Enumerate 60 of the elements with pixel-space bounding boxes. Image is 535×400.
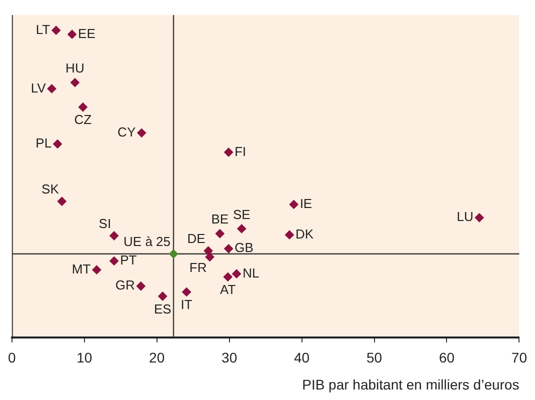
annotation: SE [232, 206, 251, 222]
point [237, 224, 246, 234]
point [68, 30, 77, 39]
x-tick-label: 50 [366, 350, 382, 366]
point [232, 269, 242, 278]
point [92, 265, 102, 274]
annotation: MT [72, 261, 91, 276]
annotation: BE [211, 212, 229, 227]
point [224, 148, 234, 157]
x-axis-title: PIB par habitant en milliers d’euros [302, 376, 520, 392]
annotation: LT [36, 22, 50, 37]
point [169, 249, 178, 258]
point [57, 196, 66, 206]
x-tick-label: 60 [438, 350, 455, 366]
point [474, 213, 484, 222]
point [215, 229, 224, 238]
point [110, 256, 119, 266]
annotation: LV [30, 80, 46, 96]
x-tick-label: 70 [511, 350, 528, 366]
annotation: IE [300, 196, 312, 212]
point [47, 84, 56, 94]
annotation: CZ [74, 112, 92, 128]
annotation: UE à 25 [124, 234, 171, 249]
annotation: FI [234, 144, 246, 159]
annotation: IT [180, 297, 192, 312]
annotation: HU [66, 60, 84, 76]
annotation: NL [242, 265, 260, 280]
annotation: LU [456, 209, 474, 224]
point [110, 231, 119, 240]
x-tick-label: 20 [149, 350, 165, 366]
point [70, 78, 80, 88]
annotation: SI [98, 216, 112, 231]
point [158, 292, 168, 301]
annotation: GR [115, 278, 135, 293]
x-tick-label: 40 [294, 350, 310, 366]
point [137, 128, 146, 138]
annotation: DE [187, 230, 206, 246]
x-tick-label: 10 [76, 350, 92, 366]
annotation: CY [118, 124, 136, 140]
annotation: PL [36, 136, 52, 151]
annotation: PT [120, 252, 137, 268]
annotation: SK [42, 181, 60, 196]
x-tick-label: 30 [222, 350, 238, 366]
annotation: GB [234, 240, 254, 256]
annotation: FR [189, 260, 207, 276]
point [52, 26, 61, 35]
annotation: DK [295, 226, 314, 242]
x-tick-label: 0 [8, 350, 16, 366]
annotation: EE [78, 26, 96, 41]
point [284, 230, 294, 240]
point [182, 287, 192, 296]
point [78, 102, 88, 112]
annotation: ES [154, 301, 172, 316]
point [136, 282, 146, 291]
point [224, 244, 234, 254]
point [205, 252, 214, 262]
annotation: AT [220, 282, 236, 297]
point [289, 200, 298, 209]
point [223, 272, 232, 282]
point [53, 139, 62, 148]
